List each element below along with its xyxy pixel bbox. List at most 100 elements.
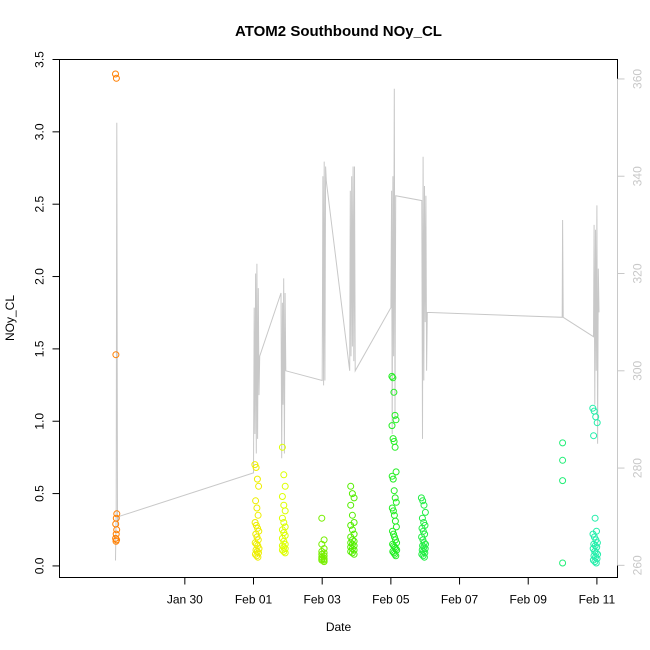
data-point xyxy=(113,526,121,534)
x-tick-label: Feb 05 xyxy=(372,593,410,607)
data-point xyxy=(112,351,120,359)
data-point xyxy=(318,514,326,522)
data-point xyxy=(391,494,399,502)
data-point xyxy=(281,482,289,490)
y2-tick-label: 360 xyxy=(631,69,645,89)
data-point xyxy=(389,475,397,483)
data-point xyxy=(280,519,288,526)
plot-frame xyxy=(59,59,618,578)
data-point xyxy=(390,388,398,396)
data-point xyxy=(350,550,358,558)
data-point xyxy=(419,552,427,560)
data-point xyxy=(392,468,400,476)
data-point xyxy=(391,411,399,419)
data-point xyxy=(390,487,398,495)
data-point xyxy=(350,494,358,502)
data-point xyxy=(281,507,289,515)
data-point xyxy=(253,475,261,483)
data-point xyxy=(419,497,427,505)
data-point xyxy=(392,498,400,506)
x-tick-label: Feb 03 xyxy=(304,593,342,607)
data-point xyxy=(348,526,356,534)
secondary-line-layer xyxy=(115,88,600,561)
x-tick-label: Feb 07 xyxy=(441,593,479,607)
data-point xyxy=(559,559,567,567)
data-point xyxy=(592,559,600,567)
points-layer xyxy=(112,70,602,567)
data-point xyxy=(280,471,288,479)
data-point xyxy=(252,464,260,471)
y-tick-label: 1.5 xyxy=(33,340,47,357)
x-tick-label: Feb 01 xyxy=(235,593,273,607)
data-point xyxy=(280,501,288,509)
y-axis-label: NOy_CL xyxy=(3,295,17,341)
data-point xyxy=(347,521,355,529)
secondary-series-line xyxy=(115,88,600,561)
y2-tick-label: 280 xyxy=(631,458,645,478)
data-point xyxy=(591,558,599,566)
y-tick-label: 1.0 xyxy=(33,413,47,430)
data-point xyxy=(320,558,328,566)
y-tick-label: 3.5 xyxy=(33,51,47,68)
axes-layer: Jan 30 Feb 01 Feb 03 Feb 05 Feb 07 Feb 09 Feb … xyxy=(33,51,645,607)
x-tick-label: Jan 30 xyxy=(167,593,203,607)
x-axis-label: Date xyxy=(326,620,352,634)
data-point xyxy=(278,514,286,522)
data-point xyxy=(254,511,262,519)
data-point xyxy=(392,416,400,424)
y-tick-label: 0.0 xyxy=(33,557,47,574)
data-point xyxy=(388,372,396,380)
data-point xyxy=(112,70,119,78)
data-point xyxy=(252,497,260,505)
data-point xyxy=(347,482,355,490)
x-tick-label: Feb 09 xyxy=(510,593,548,607)
data-point xyxy=(112,534,120,542)
data-point xyxy=(421,508,429,516)
y2-tick-label: 320 xyxy=(631,263,645,283)
data-point xyxy=(348,511,356,519)
data-point xyxy=(112,74,120,82)
data-point xyxy=(347,501,355,509)
y-tick-label: 2.0 xyxy=(33,268,47,285)
data-point xyxy=(112,537,120,545)
data-point xyxy=(391,550,399,558)
y-tick-label: 0.5 xyxy=(33,485,47,502)
data-point xyxy=(391,443,399,451)
data-point xyxy=(281,549,289,557)
y2-tick-label: 260 xyxy=(631,555,645,575)
data-point xyxy=(559,456,567,464)
data-point xyxy=(591,514,599,522)
y2-tick-label: 300 xyxy=(631,360,645,380)
data-point xyxy=(392,523,400,531)
data-point xyxy=(388,422,396,430)
data-point xyxy=(559,439,567,447)
chart-title: ATOM2 Southbound NOy_CL xyxy=(235,23,442,40)
data-point xyxy=(590,432,598,440)
data-point xyxy=(391,517,399,525)
data-point xyxy=(254,553,262,561)
data-point xyxy=(593,419,601,427)
x-tick-label: Feb 11 xyxy=(579,593,616,607)
data-point xyxy=(559,477,567,485)
data-point xyxy=(420,553,428,561)
data-point xyxy=(280,548,288,555)
y-tick-label: 2.5 xyxy=(33,196,47,213)
data-point xyxy=(389,507,397,515)
data-point xyxy=(113,510,121,518)
data-point xyxy=(348,490,356,498)
data-point xyxy=(253,504,261,512)
data-point xyxy=(389,374,397,382)
data-point xyxy=(255,482,263,490)
data-point xyxy=(389,435,397,443)
y-tick-label: 3.0 xyxy=(33,123,47,140)
data-point xyxy=(392,552,400,560)
data-point xyxy=(348,549,356,557)
data-point xyxy=(278,443,286,451)
data-point xyxy=(420,501,428,509)
data-point xyxy=(278,493,286,500)
y2-tick-label: 340 xyxy=(631,166,645,186)
data-point xyxy=(418,514,426,522)
data-point xyxy=(388,472,396,480)
data-point xyxy=(253,552,261,560)
